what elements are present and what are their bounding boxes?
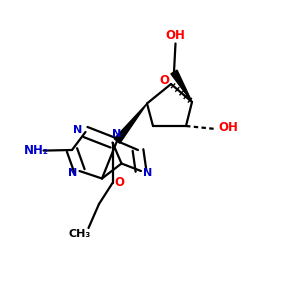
Text: N: N	[143, 167, 152, 178]
Text: O: O	[159, 74, 170, 88]
Text: N: N	[68, 167, 77, 178]
Text: N: N	[74, 124, 82, 135]
Text: OH: OH	[166, 28, 185, 42]
Text: NH₂: NH₂	[23, 144, 49, 157]
Polygon shape	[114, 103, 147, 143]
Text: O: O	[114, 176, 124, 190]
Text: N: N	[112, 129, 122, 140]
Polygon shape	[171, 70, 192, 102]
Text: OH: OH	[218, 121, 238, 134]
Text: CH₃: CH₃	[68, 229, 91, 239]
